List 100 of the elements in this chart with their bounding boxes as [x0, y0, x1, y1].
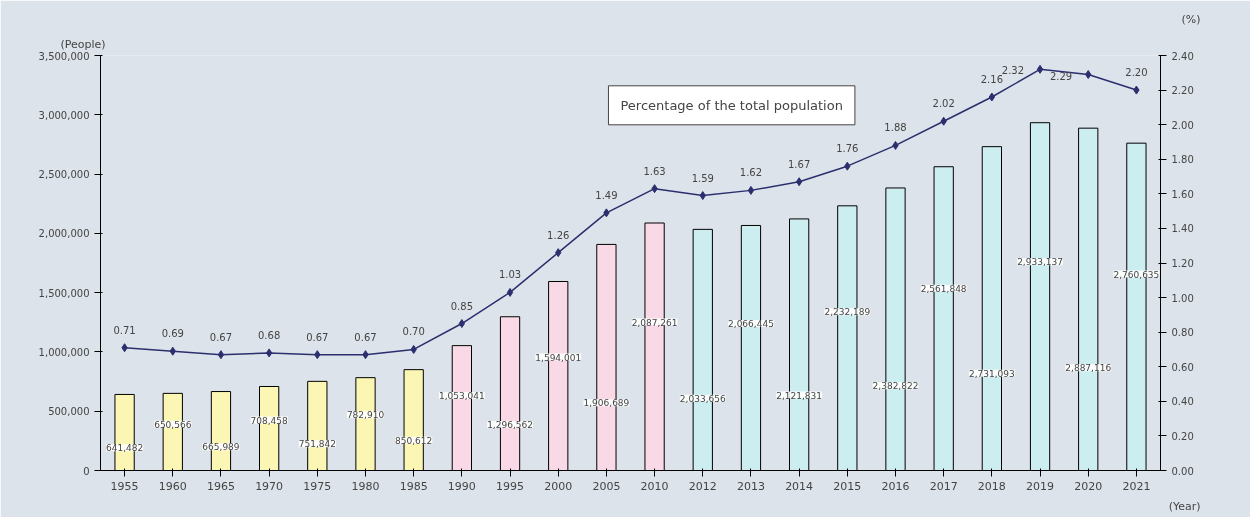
x-tick-label: 2021: [1122, 479, 1151, 493]
x-tick-label: 2019: [1026, 479, 1055, 493]
point: [651, 184, 658, 194]
data-label: 1.59: [691, 172, 714, 184]
data-label: 1.26: [547, 229, 570, 241]
y-tick-label: 3,000,000: [38, 109, 90, 121]
data-label: 708,458: [250, 415, 289, 426]
data-label: 1.63: [643, 165, 666, 177]
point: [1036, 64, 1044, 74]
point: [988, 92, 996, 102]
x-tick-label: 2012: [688, 479, 717, 493]
data-label: 2,232,189: [824, 307, 871, 318]
x-tick-label: 2013: [736, 479, 765, 493]
point: [892, 140, 899, 150]
x-tick-label: 2005: [592, 479, 621, 493]
y-tick-label: 0: [83, 465, 90, 477]
data-label: 1.67: [788, 158, 811, 170]
data-label: 2,033,656: [679, 393, 726, 404]
data-label: 2,561,848: [920, 283, 967, 294]
data-label: 1,906,689: [583, 398, 630, 409]
point: [1085, 70, 1092, 80]
x-tick-label: 1960: [158, 479, 187, 493]
point: [506, 287, 514, 297]
data-label: 2.20: [1125, 67, 1148, 79]
data-label: 850,612: [395, 435, 433, 446]
data-label: 665,989: [202, 442, 240, 453]
data-label: 641,482: [105, 443, 144, 454]
y2-tick-label: 0.60: [1171, 361, 1194, 373]
data-label: 2,933,137: [1017, 257, 1063, 268]
data-label: 0.85: [450, 300, 473, 312]
x-tick-label: 1980: [351, 479, 380, 493]
point: [265, 348, 273, 358]
data-label: 2,887,116: [1065, 363, 1112, 374]
data-label: 2,121,831: [776, 390, 823, 401]
x-tick-label: 1970: [255, 479, 284, 493]
data-label: 2.32: [1001, 65, 1025, 77]
data-label: 2,066,445: [728, 318, 774, 329]
data-label: 2.16: [980, 74, 1003, 85]
data-label: 0.70: [402, 326, 425, 338]
x-tick-label: 2020: [1074, 479, 1103, 493]
x-axis-title: (Year): [1168, 499, 1201, 513]
data-label: 2,760,635: [1113, 269, 1160, 280]
point: [217, 350, 225, 360]
y2-tick-label: 0.80: [1171, 327, 1194, 339]
x-tick-label: 2018: [977, 479, 1006, 493]
y-axis-title: (People): [60, 37, 106, 51]
x-tick-label: 1985: [399, 479, 428, 493]
y-tick-label: 2,500,000: [38, 169, 90, 181]
data-label: 1,296,562: [487, 419, 533, 430]
y2-tick-label: 2.00: [1171, 119, 1194, 131]
data-label: 2.29: [1049, 70, 1073, 82]
data-label: 1.62: [739, 167, 763, 179]
x-tick-label: 1965: [206, 479, 235, 493]
point: [795, 177, 803, 187]
point: [844, 161, 851, 171]
y-tick-label: 3,500,000: [38, 50, 90, 62]
x-tick-label: 1990: [447, 479, 476, 493]
data-label: 1.49: [595, 189, 618, 201]
data-label: 1,053,041: [438, 391, 485, 402]
data-label: 0.67: [306, 331, 329, 343]
point: [362, 350, 369, 360]
data-label: 751,842: [298, 439, 336, 450]
x-tick-label: 2000: [544, 479, 573, 493]
x-tick-label: 2017: [929, 479, 958, 493]
data-label: 2.02: [932, 98, 955, 110]
data-label: 650,566: [154, 419, 192, 430]
data-label: 782,910: [346, 410, 385, 421]
x-tick-label: 1955: [110, 479, 139, 493]
y-tick-label: 1,000,000: [38, 346, 90, 358]
data-label: 0.71: [113, 324, 136, 336]
data-label: 1,594,001: [535, 352, 582, 363]
point: [940, 116, 947, 126]
data-label: 2,087,261: [631, 317, 678, 328]
data-label: 2,731,093: [968, 368, 1015, 379]
y2-tick-label: 0.20: [1171, 430, 1194, 442]
point: [410, 344, 417, 354]
data-label: 2,382,822: [872, 381, 919, 392]
y2-axis-title: (%): [1181, 12, 1201, 26]
point: [699, 191, 706, 201]
data-label: 0.69: [161, 328, 184, 340]
data-label: 1.03: [498, 269, 522, 281]
y-tick-label: 2,000,000: [38, 228, 90, 240]
point: [314, 350, 321, 360]
y2-tick-label: 0.00: [1171, 465, 1194, 477]
point: [458, 319, 466, 329]
y2-tick-label: 1.60: [1171, 188, 1194, 200]
x-tick-label: 2010: [640, 479, 669, 493]
x-tick-label: 1975: [303, 479, 332, 493]
y-tick-label: 500,000: [48, 406, 90, 418]
y-tick-label: 1,500,000: [38, 287, 90, 299]
y2-tick-label: 1.00: [1171, 292, 1194, 304]
point: [169, 346, 176, 356]
y2-tick-label: 1.40: [1171, 223, 1194, 235]
point: [121, 343, 128, 353]
data-label: 0.68: [258, 329, 281, 341]
y2-tick-label: 0.40: [1171, 396, 1194, 408]
point: [555, 248, 562, 258]
x-tick-label: 2015: [833, 479, 862, 493]
y2-tick-label: 1.80: [1171, 154, 1194, 166]
y2-tick-label: 1.20: [1171, 258, 1194, 269]
